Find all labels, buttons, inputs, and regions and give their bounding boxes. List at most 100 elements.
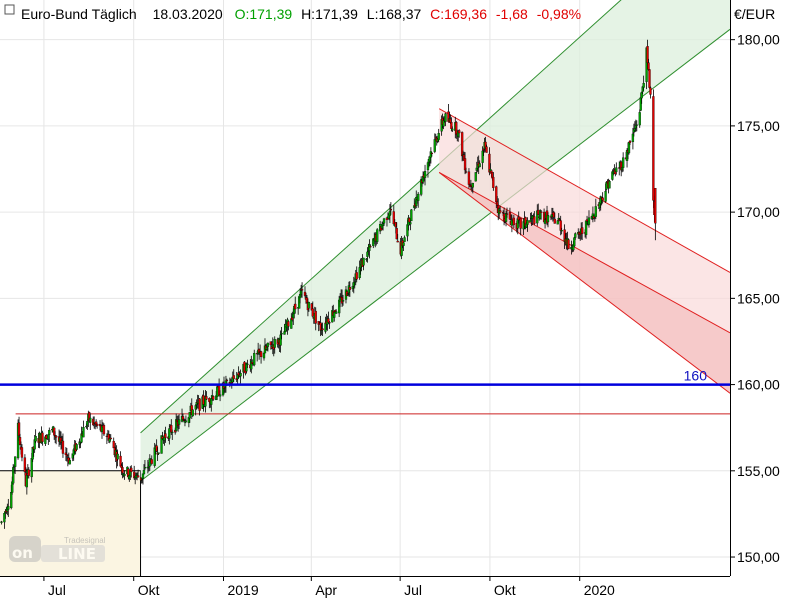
candle-body <box>80 433 83 443</box>
x-tick-label: Apr <box>315 582 337 598</box>
candle-body <box>642 83 645 88</box>
candle-body <box>649 87 652 95</box>
x-tick-label: 2020 <box>584 582 615 598</box>
y-tick-label: 150,00 <box>737 549 780 565</box>
candle-body <box>437 133 440 140</box>
candle-body <box>485 146 488 153</box>
candle-body <box>392 211 395 225</box>
candle-body <box>218 394 222 397</box>
candle-body <box>314 310 317 324</box>
candle-body <box>638 112 641 126</box>
candle-body <box>210 398 213 405</box>
candle-body <box>505 213 509 215</box>
y-axis-unit: €/EUR <box>734 6 775 22</box>
candle-body <box>259 351 263 358</box>
candle-body <box>253 352 256 366</box>
candle-body <box>68 459 71 465</box>
candle-body <box>635 124 638 126</box>
candle-body <box>48 430 51 435</box>
candle-body <box>648 69 651 88</box>
candle-body <box>177 419 181 425</box>
candle-body <box>150 459 153 464</box>
y-tick-label: 175,00 <box>737 118 780 134</box>
candle-body <box>12 467 15 484</box>
candle-body <box>460 132 464 157</box>
candle-body <box>556 220 559 225</box>
candle-body <box>232 375 235 379</box>
candle-body <box>567 239 570 249</box>
candle-body <box>184 420 188 422</box>
candle-body <box>348 287 352 290</box>
candle-body <box>130 467 133 472</box>
candle-body <box>18 437 22 445</box>
candle-body <box>160 435 163 454</box>
x-tick-label: Jul <box>404 582 422 598</box>
svg-text:Tradesignal: Tradesignal <box>64 536 106 545</box>
uptrend-channel-lower-line <box>140 28 730 482</box>
candle-body <box>279 334 282 346</box>
candle-body <box>488 153 491 173</box>
candle-body <box>369 246 372 248</box>
x-tick-label: 2019 <box>227 582 258 598</box>
candle-body <box>212 396 215 400</box>
candle-body <box>181 416 185 420</box>
candle-body <box>389 209 393 211</box>
candle-body <box>273 339 276 348</box>
candle-body <box>628 140 632 143</box>
candle-body <box>205 396 208 400</box>
candle-body <box>631 133 635 143</box>
collapse-box-icon[interactable] <box>4 4 15 15</box>
candle-body <box>640 92 643 99</box>
header-high: H:171,39 <box>301 6 358 22</box>
candle-body <box>328 322 331 324</box>
candle-body <box>419 179 423 195</box>
candle-body <box>444 113 447 122</box>
candle-body <box>492 176 495 188</box>
header-change-pct: -0,98% <box>537 6 581 22</box>
candle-body <box>594 206 597 217</box>
candle-body <box>102 425 106 435</box>
candle-body <box>652 96 655 201</box>
uptrend-channel-upper-line <box>140 0 622 434</box>
downtrend-channel-upper-line <box>438 108 730 273</box>
candle-body <box>0 521 3 523</box>
y-tick-label: 180,00 <box>737 32 780 48</box>
candle-body <box>333 312 336 318</box>
candlesticks <box>0 39 657 529</box>
header-change: -1,68 <box>496 6 528 22</box>
candle-body <box>403 237 406 242</box>
candle-body <box>164 433 167 438</box>
candle-body <box>560 230 563 232</box>
candle-body <box>105 435 109 437</box>
candle-body <box>116 453 119 460</box>
candle-body <box>34 436 37 442</box>
candle-body <box>433 139 436 152</box>
candle-body <box>526 220 529 225</box>
candle-body <box>499 210 502 213</box>
candle-body <box>136 475 140 478</box>
candle-body <box>587 217 591 225</box>
candle-body <box>41 432 44 442</box>
candle-body <box>395 228 398 240</box>
candle-body <box>54 435 58 438</box>
candle-body <box>355 272 358 280</box>
candle-body <box>262 352 266 359</box>
y-tick-label: 155,00 <box>737 463 780 479</box>
y-tick-label: 160,00 <box>737 377 780 393</box>
candle-body <box>171 431 174 433</box>
candle-body <box>474 172 477 182</box>
candle-body <box>464 171 468 173</box>
candle-body <box>307 302 311 309</box>
instrument-name: Euro-Bund Täglich <box>21 6 137 22</box>
candle-body <box>216 386 219 397</box>
candle-body <box>608 181 611 189</box>
candle-body <box>89 417 92 423</box>
candle-body <box>95 423 99 426</box>
header-open: O:171,39 <box>235 6 293 22</box>
x-axis: Jul Okt 2019 Apr Jul Okt 2020 <box>43 576 615 598</box>
candle-body <box>362 257 365 266</box>
candle-body <box>410 209 413 222</box>
candle-body <box>481 150 484 163</box>
candle-body <box>246 363 249 365</box>
x-tick-label: Okt <box>494 582 516 598</box>
